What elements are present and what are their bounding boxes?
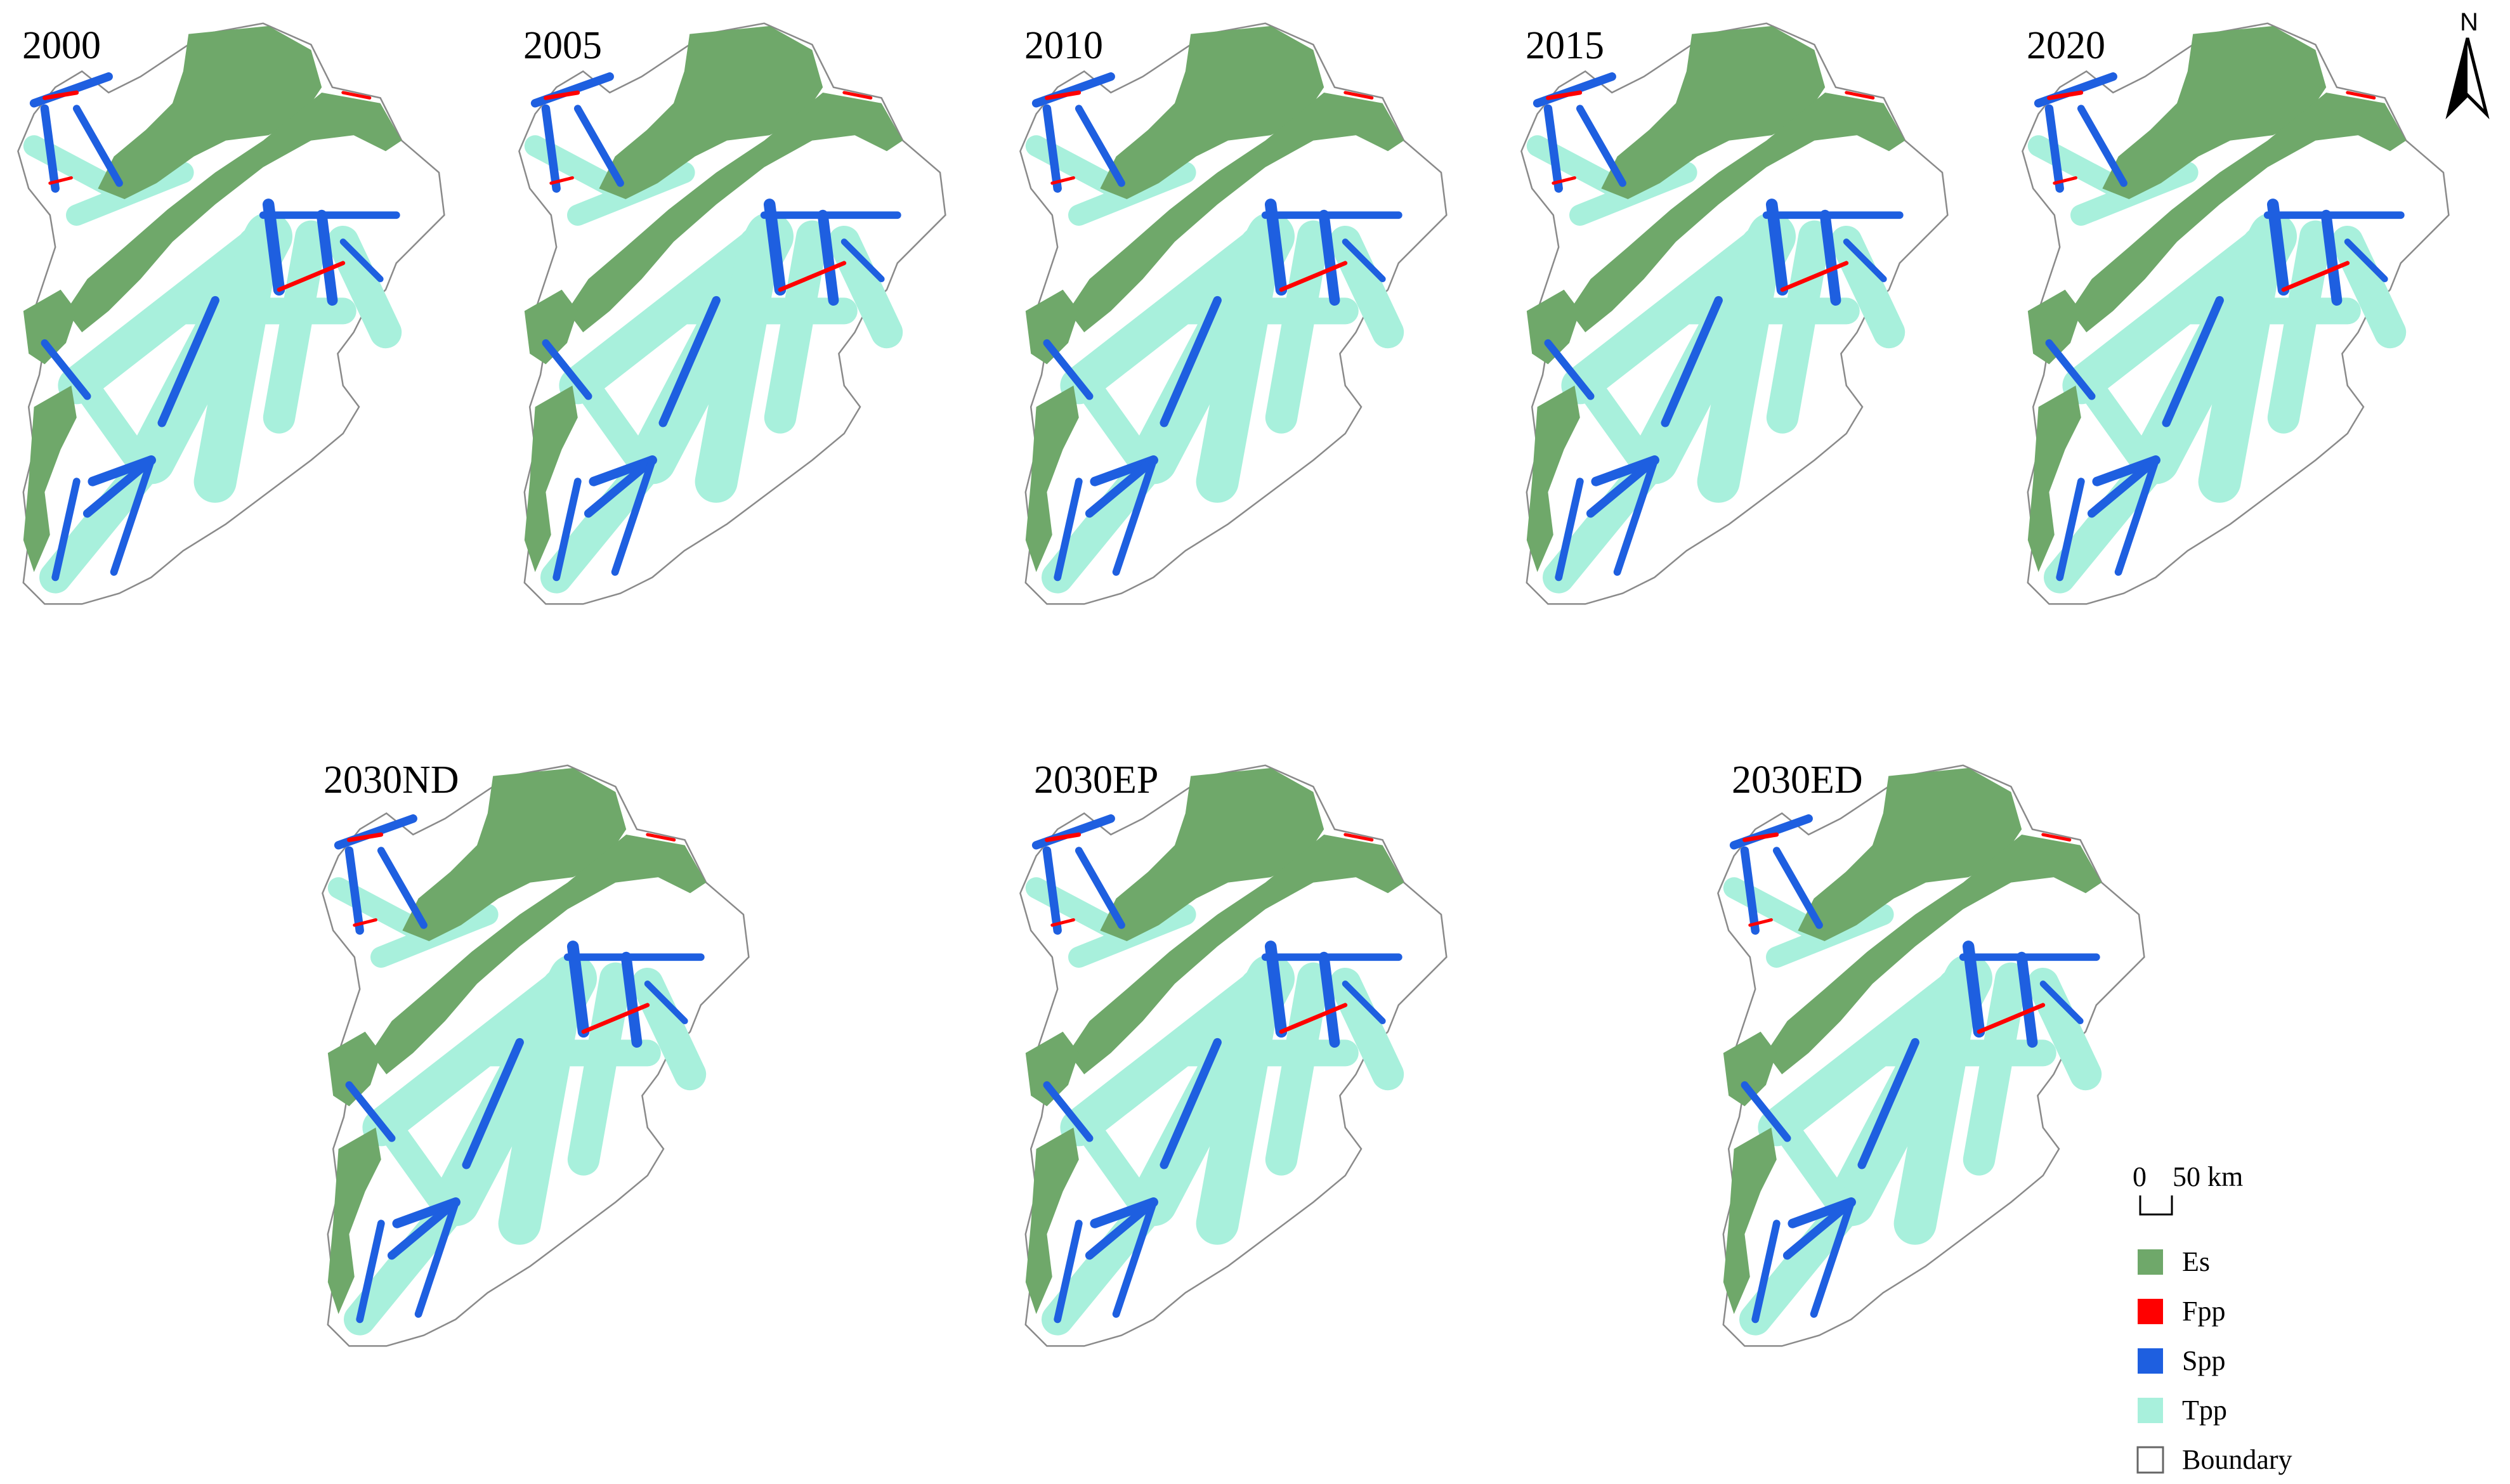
panel-label: 2030ND	[324, 758, 459, 802]
panel-label: 2005	[523, 24, 602, 67]
legend-item-tpp: Tpp	[2138, 1395, 2227, 1426]
north-label: N	[2460, 8, 2478, 36]
legend-label-boundary: Boundary	[2182, 1444, 2292, 1475]
legend-label-fpp: Fpp	[2182, 1296, 2225, 1327]
legend-item-boundary: Boundary	[2136, 1444, 2292, 1475]
legend-item-fpp: Fpp	[2138, 1296, 2225, 1327]
legend-label-spp: Spp	[2182, 1345, 2225, 1376]
map-panel-2030nd: 2030ND	[322, 758, 748, 1346]
tpp-swatch-icon	[2138, 1398, 2163, 1423]
panel-label: 2030ED	[1732, 758, 1863, 802]
legend-label-tpp: Tpp	[2182, 1395, 2227, 1426]
scale-zero: 0	[2133, 1161, 2147, 1192]
map-panel-2020: 2020	[2022, 23, 2448, 604]
north-arrow: N	[2445, 8, 2490, 120]
panel-label: 2000	[22, 24, 101, 67]
legend: Es Fpp Spp Tpp Boundary	[2136, 1246, 2292, 1475]
scale-distance: 50 km	[2173, 1161, 2243, 1192]
es-swatch-icon	[2138, 1249, 2163, 1275]
legend-label-es: Es	[2182, 1246, 2210, 1277]
map-panel-2000: 2000	[18, 23, 444, 604]
map-panel-2030ep: 2030EP	[1020, 758, 1446, 1346]
map-panel-2010: 2010	[1020, 23, 1446, 604]
scale-bar: 0 50 km	[2133, 1161, 2243, 1216]
map-panel-2005: 2005	[519, 23, 945, 604]
legend-item-es: Es	[2138, 1246, 2210, 1277]
panel-label: 2015	[1526, 24, 1604, 67]
map-panel-2030ed: 2030ED	[1718, 758, 2144, 1346]
panel-label: 2030EP	[1034, 758, 1158, 802]
map-panel-2015: 2015	[1521, 23, 1947, 604]
legend-item-spp: Spp	[2138, 1345, 2225, 1376]
panel-label: 2020	[2027, 24, 2105, 67]
fpp-swatch-icon	[2138, 1299, 2163, 1324]
spp-swatch-icon	[2138, 1348, 2163, 1374]
panel-label: 2010	[1024, 24, 1103, 67]
boundary-swatch-icon	[2136, 1446, 2164, 1474]
